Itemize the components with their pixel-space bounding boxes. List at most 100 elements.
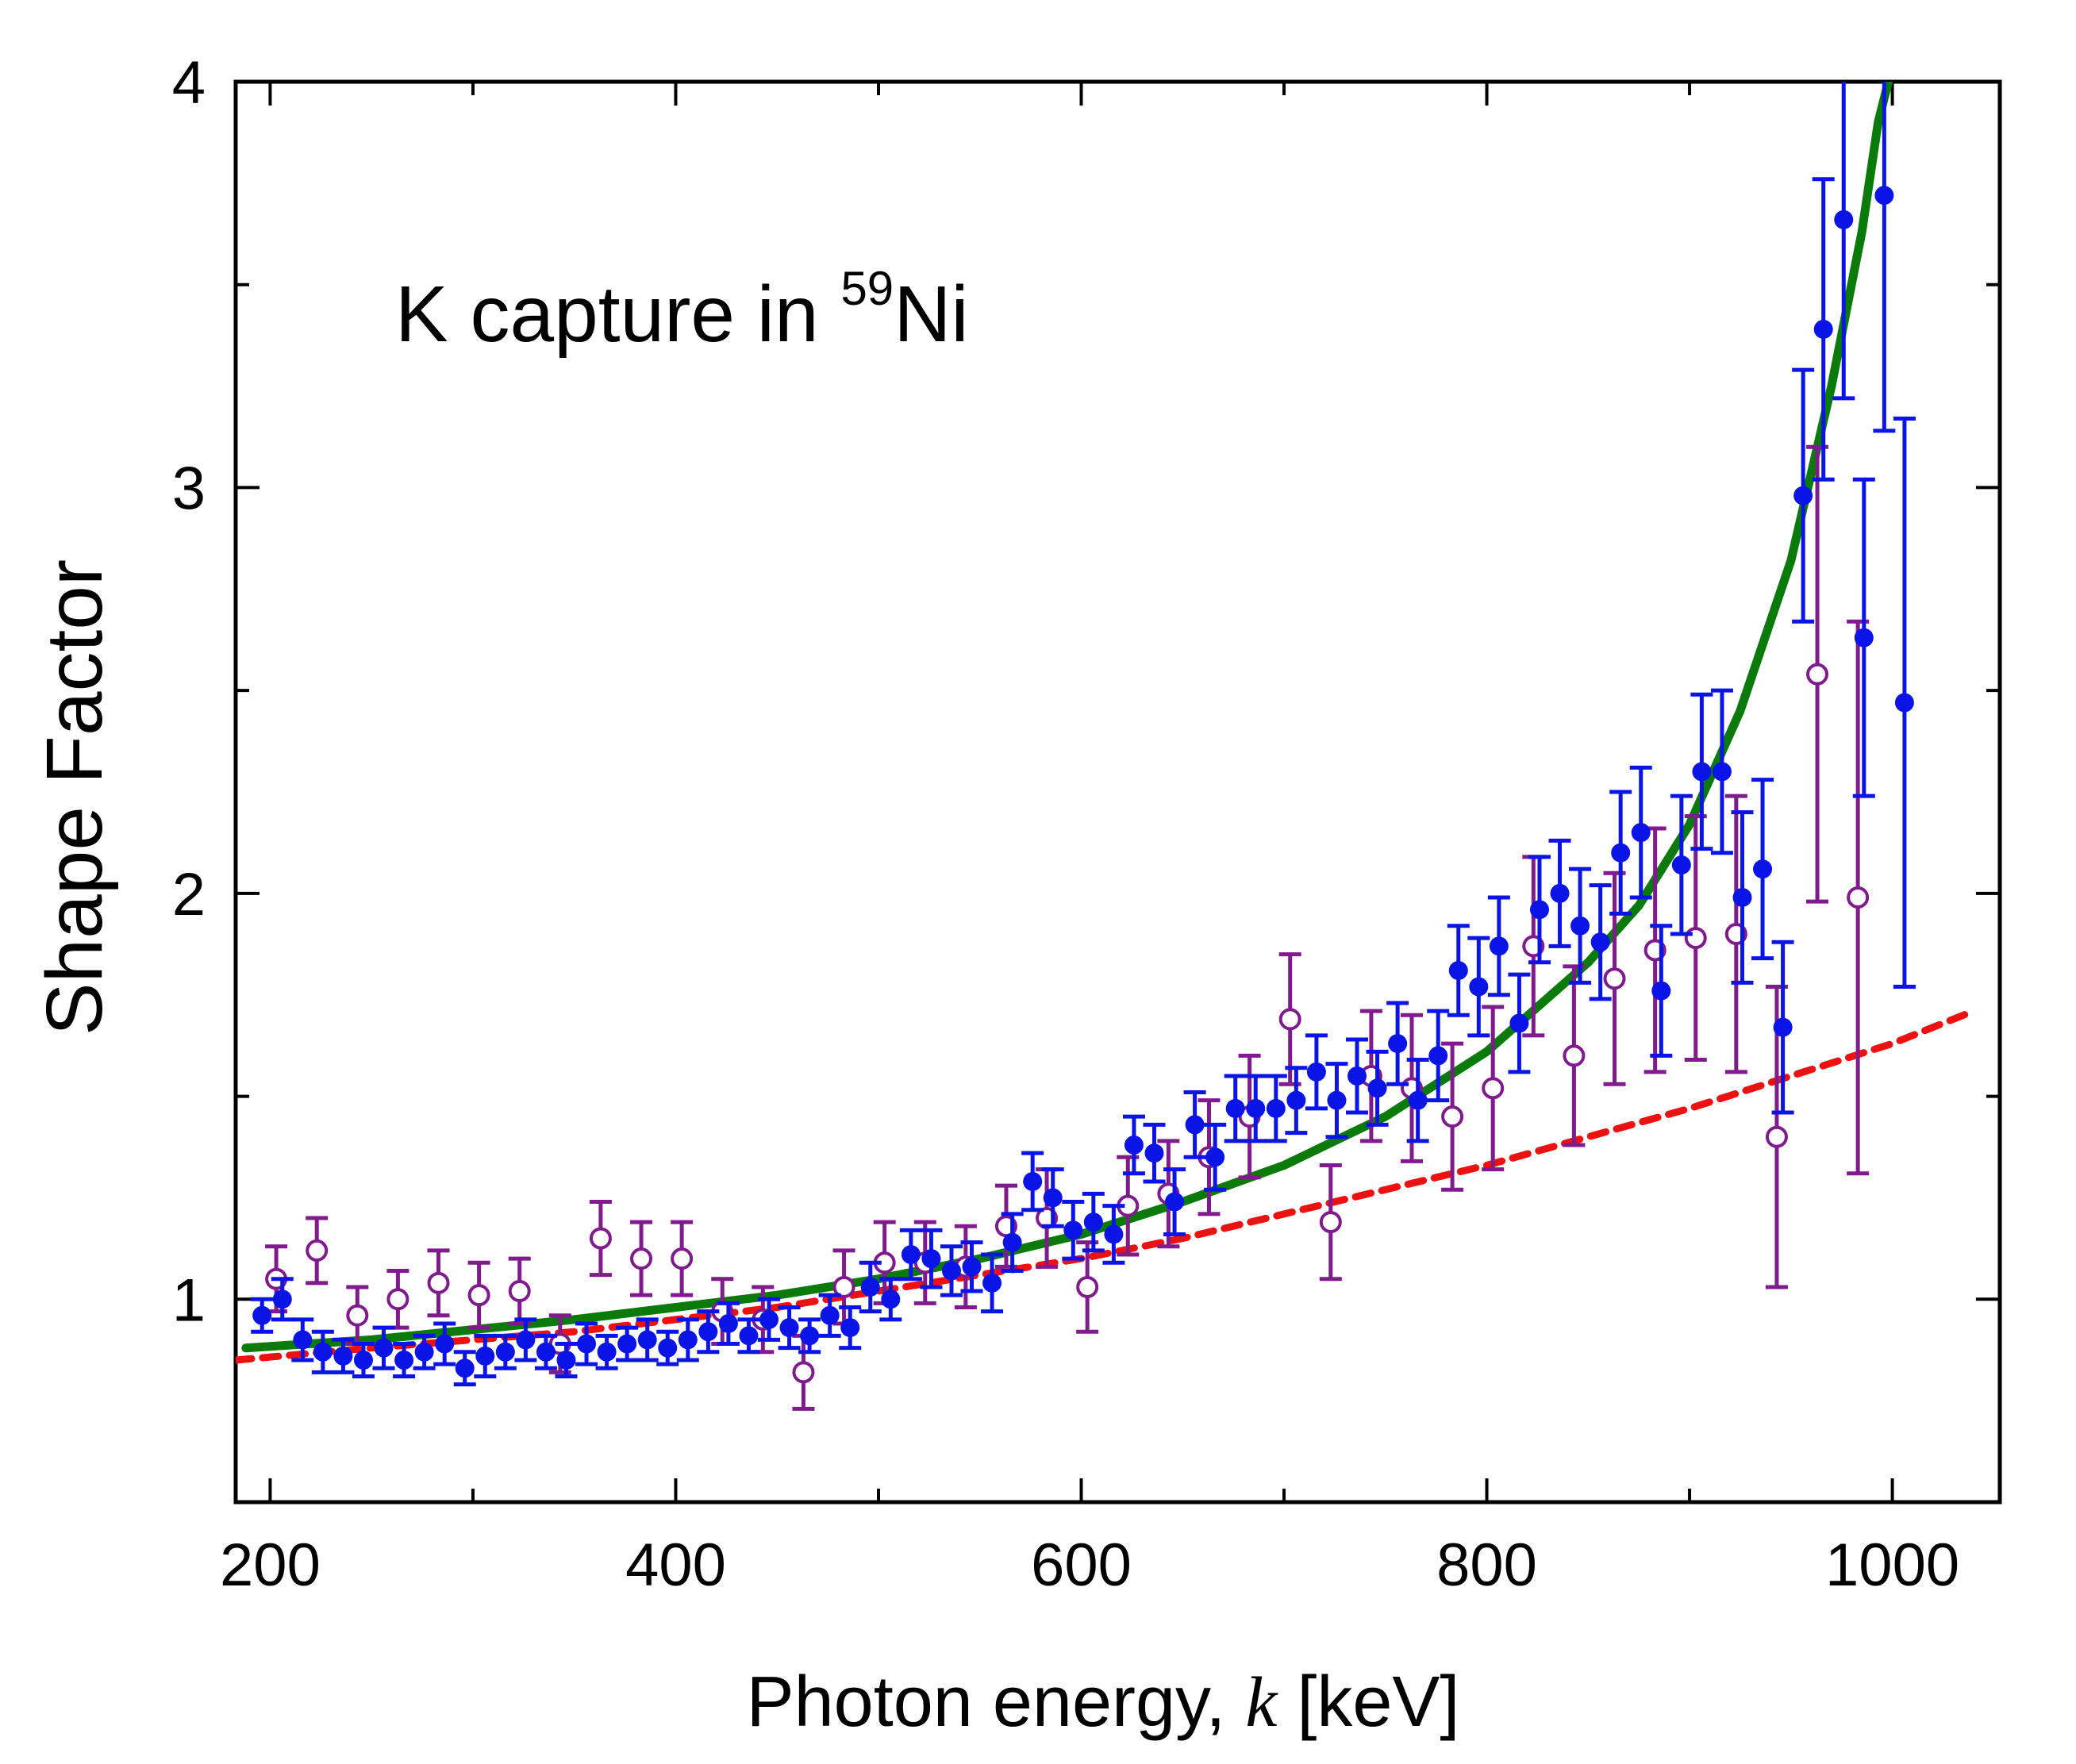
data-point <box>1467 936 1490 1038</box>
open-marker <box>832 1275 855 1298</box>
data-point <box>1650 924 1673 1058</box>
filled-marker <box>536 1342 556 1362</box>
data-point <box>1563 964 1586 1147</box>
filled-marker <box>597 1342 617 1362</box>
data-point <box>1589 883 1612 1001</box>
x-tick-label: 400 <box>625 1531 726 1599</box>
filled-marker <box>1388 1034 1408 1054</box>
data-point <box>1041 1167 1064 1228</box>
data-point <box>671 1220 694 1297</box>
data-point <box>575 1321 598 1366</box>
x-tick-label: 1000 <box>1825 1531 1959 1599</box>
data-point <box>467 1260 490 1330</box>
data-point <box>1765 984 1788 1289</box>
filled-marker <box>1347 1066 1367 1086</box>
filled-marker <box>577 1334 597 1354</box>
data-point <box>1806 444 1829 904</box>
filled-marker <box>1550 883 1570 903</box>
filled-marker <box>1590 932 1610 952</box>
data-point <box>792 1333 815 1411</box>
data-point <box>1001 1212 1024 1273</box>
open-marker <box>1806 663 1829 686</box>
open-marker <box>1765 1125 1788 1148</box>
filled-marker <box>1083 1213 1103 1232</box>
data-point <box>1427 1009 1450 1103</box>
data-point <box>1528 855 1551 965</box>
data-point <box>1603 870 1626 1086</box>
data-point <box>474 1333 497 1378</box>
open-marker <box>671 1247 694 1270</box>
filled-marker <box>455 1359 475 1378</box>
data-point <box>1319 1163 1342 1282</box>
data-point <box>636 1317 659 1362</box>
plot-frame <box>233 79 2002 1505</box>
data-point <box>494 1333 517 1370</box>
filled-marker <box>1327 1090 1347 1110</box>
filled-marker <box>495 1342 515 1362</box>
filled-marker <box>1367 1078 1387 1098</box>
filled-marker <box>921 1249 941 1269</box>
filled-marker <box>658 1338 678 1358</box>
filled-marker <box>1651 981 1671 1001</box>
filled-marker <box>1671 855 1691 875</box>
data-point <box>920 1228 943 1289</box>
open-marker <box>589 1227 612 1250</box>
open-marker <box>1684 927 1707 950</box>
data-point <box>737 1317 760 1355</box>
filled-marker <box>1834 209 1854 229</box>
data-point <box>1548 838 1571 948</box>
data-point <box>981 1252 1004 1314</box>
filled-marker <box>1854 628 1874 648</box>
y-tick-label: 1 <box>172 1266 206 1334</box>
filled-marker <box>1469 977 1489 997</box>
data-point <box>306 1216 329 1286</box>
filled-marker <box>1428 1046 1448 1066</box>
open-marker <box>1563 1044 1586 1067</box>
filled-marker <box>1286 1090 1306 1110</box>
data-point <box>1062 1200 1085 1261</box>
filled-marker <box>435 1334 455 1354</box>
data-point <box>1285 1066 1308 1136</box>
data-point <box>386 1268 409 1330</box>
filled-marker <box>1631 823 1651 843</box>
data-point <box>778 1305 801 1351</box>
filled-marker <box>840 1318 860 1338</box>
data-point <box>271 1277 294 1322</box>
annotation-label: K capture in 59Ni <box>395 262 969 359</box>
filled-marker <box>1611 843 1631 863</box>
filled-marker <box>860 1277 880 1297</box>
filled-marker <box>1732 887 1752 907</box>
y-tick-label: 3 <box>172 455 206 522</box>
data-point <box>1346 1037 1369 1115</box>
data-point <box>555 1342 578 1378</box>
data-point <box>291 1317 314 1362</box>
fit-curves <box>236 82 1978 1364</box>
data-point <box>1569 867 1592 985</box>
data-point <box>818 1293 841 1338</box>
filled-marker <box>718 1313 738 1333</box>
data-point <box>1812 177 1835 482</box>
open-marker <box>1847 886 1870 909</box>
filled-marker-series <box>251 82 1916 1387</box>
filled-marker <box>353 1351 373 1370</box>
data-points <box>251 82 1916 1411</box>
data-point <box>1893 416 1916 989</box>
x-tick-label: 600 <box>1031 1531 1132 1599</box>
data-point <box>616 1325 639 1362</box>
filled-marker <box>1002 1232 1022 1252</box>
open-marker <box>1603 967 1626 990</box>
filled-marker <box>779 1318 799 1338</box>
data-point <box>1264 1074 1287 1143</box>
data-point <box>595 1333 618 1370</box>
data-point <box>1244 1074 1267 1143</box>
data-point <box>332 1337 355 1374</box>
data-point <box>453 1350 476 1387</box>
data-point <box>1847 619 1870 1176</box>
filled-marker <box>1104 1224 1124 1244</box>
open-marker <box>1278 1008 1301 1031</box>
filled-marker <box>1509 1013 1529 1033</box>
filled-marker <box>394 1351 414 1370</box>
filled-marker <box>637 1330 657 1350</box>
filled-marker <box>739 1326 759 1346</box>
data-point <box>879 1277 902 1322</box>
